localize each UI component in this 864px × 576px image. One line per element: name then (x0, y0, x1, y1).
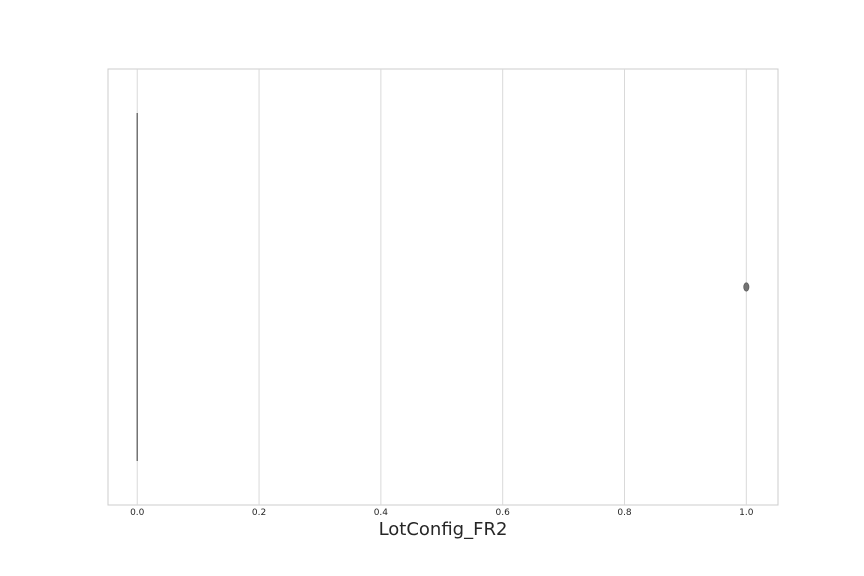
x-tick-label: 0.0 (130, 508, 145, 518)
x-axis-label: LotConfig_FR2 (379, 519, 508, 540)
plot-area-frame (107, 68, 779, 506)
grid-lines (136, 69, 747, 505)
x-tick-label: 1.0 (739, 508, 754, 518)
box-plot-marks (136, 113, 750, 461)
x-tick-label: 0.8 (617, 508, 632, 518)
outlier-point (743, 282, 750, 292)
x-tick-label: 0.6 (496, 508, 511, 518)
x-tick-label: 0.2 (252, 508, 266, 518)
x-tick-label: 0.4 (374, 508, 389, 518)
x-tick-labels: 0.0 0.2 0.4 0.6 0.8 1.0 (130, 508, 754, 518)
